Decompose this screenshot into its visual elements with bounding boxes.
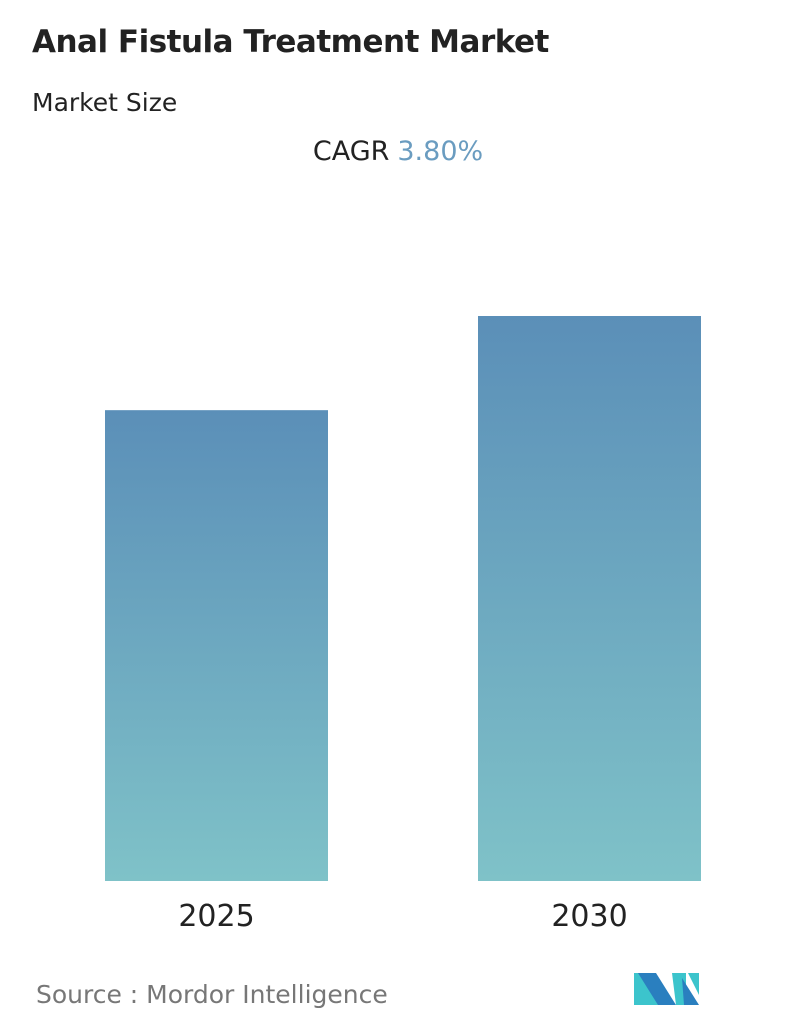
cagr-label: CAGR 3.80% [0, 136, 796, 167]
cagr-value: 3.80% [397, 136, 484, 167]
bar-2030 [478, 316, 701, 881]
source-note: Source : Mordor Intelligence [36, 980, 388, 1009]
x-tick-label: 2025 [178, 899, 254, 934]
chart-title: Anal Fistula Treatment Market [32, 24, 549, 60]
bar-2025 [105, 410, 328, 881]
chart-subtitle: Market Size [32, 88, 178, 117]
x-tick-label: 2030 [551, 899, 627, 934]
cagr-text: CAGR [312, 136, 390, 167]
